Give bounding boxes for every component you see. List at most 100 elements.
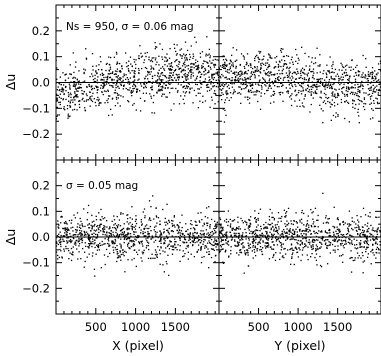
data-point xyxy=(264,245,266,247)
data-point xyxy=(123,255,125,257)
data-point xyxy=(310,245,312,247)
data-point xyxy=(295,73,298,75)
data-point xyxy=(188,91,191,93)
data-point xyxy=(162,264,164,266)
data-point xyxy=(254,246,256,248)
data-point xyxy=(74,99,76,101)
data-point xyxy=(185,230,187,233)
data-point xyxy=(159,234,161,236)
data-point xyxy=(243,272,245,274)
data-point xyxy=(337,93,339,95)
data-point xyxy=(231,228,233,230)
data-point xyxy=(286,238,289,240)
data-point xyxy=(274,259,277,262)
data-point xyxy=(78,86,80,88)
data-point xyxy=(360,236,362,238)
data-point xyxy=(251,250,253,252)
data-point xyxy=(259,234,261,236)
data-point xyxy=(243,87,245,90)
data-point xyxy=(316,219,318,222)
data-point xyxy=(79,106,81,109)
data-point xyxy=(331,243,334,246)
data-point xyxy=(180,235,183,238)
data-point xyxy=(302,89,305,91)
data-point xyxy=(209,60,211,62)
data-point xyxy=(107,89,109,91)
data-point xyxy=(350,227,353,230)
data-point xyxy=(280,245,282,247)
data-point xyxy=(308,89,311,91)
data-point xyxy=(83,266,85,268)
data-point xyxy=(295,220,297,223)
data-point xyxy=(331,85,333,88)
data-point xyxy=(128,101,130,103)
data-point xyxy=(226,69,229,71)
data-point xyxy=(283,63,285,65)
data-point xyxy=(239,228,242,230)
data-point xyxy=(254,255,257,257)
data-point xyxy=(280,51,283,53)
data-point xyxy=(80,220,82,223)
data-point xyxy=(356,252,359,254)
data-point xyxy=(159,253,161,255)
x-ticks xyxy=(226,5,378,160)
data-point xyxy=(181,57,183,59)
data-point xyxy=(270,57,272,59)
data-point xyxy=(362,261,364,263)
data-point xyxy=(184,55,186,57)
data-point xyxy=(132,225,134,228)
data-point xyxy=(160,67,162,69)
data-point xyxy=(351,59,353,61)
data-point xyxy=(301,209,303,212)
data-point xyxy=(203,60,205,62)
data-point xyxy=(325,96,327,99)
data-point xyxy=(336,218,339,220)
data-point xyxy=(96,235,99,237)
data-point xyxy=(320,92,322,94)
data-point xyxy=(287,90,289,92)
data-point xyxy=(331,92,333,94)
data-point xyxy=(337,233,339,235)
data-point xyxy=(96,236,98,239)
data-point xyxy=(91,87,94,90)
data-point xyxy=(266,226,268,228)
data-point xyxy=(320,90,322,92)
data-point xyxy=(228,87,230,90)
data-point xyxy=(184,87,186,90)
data-point xyxy=(80,227,82,229)
data-point xyxy=(98,249,101,251)
data-point xyxy=(366,225,368,227)
data-point xyxy=(256,89,258,92)
data-point xyxy=(156,256,158,259)
data-point xyxy=(156,75,159,77)
data-point xyxy=(350,66,352,68)
data-point xyxy=(63,250,66,252)
data-point xyxy=(183,255,185,257)
data-point xyxy=(343,239,345,242)
data-point xyxy=(231,79,233,81)
data-point xyxy=(72,77,74,79)
data-point xyxy=(69,85,71,87)
data-point xyxy=(199,92,201,95)
data-point xyxy=(367,230,369,233)
data-point xyxy=(324,230,327,232)
data-point xyxy=(358,226,360,228)
data-point xyxy=(362,229,364,232)
data-point xyxy=(76,226,78,228)
x-tick-label: 1500 xyxy=(323,320,352,334)
data-point xyxy=(109,226,111,228)
data-point xyxy=(99,218,102,221)
data-point xyxy=(359,246,361,248)
data-point xyxy=(103,73,105,76)
data-point xyxy=(88,223,90,225)
data-point xyxy=(66,240,68,242)
data-point xyxy=(215,224,217,226)
data-point xyxy=(284,253,287,255)
data-point xyxy=(153,68,155,70)
data-point xyxy=(113,235,116,237)
data-point xyxy=(79,217,81,220)
data-point xyxy=(107,90,109,92)
data-point xyxy=(176,77,179,79)
data-point xyxy=(343,83,345,85)
data-point xyxy=(333,233,335,235)
